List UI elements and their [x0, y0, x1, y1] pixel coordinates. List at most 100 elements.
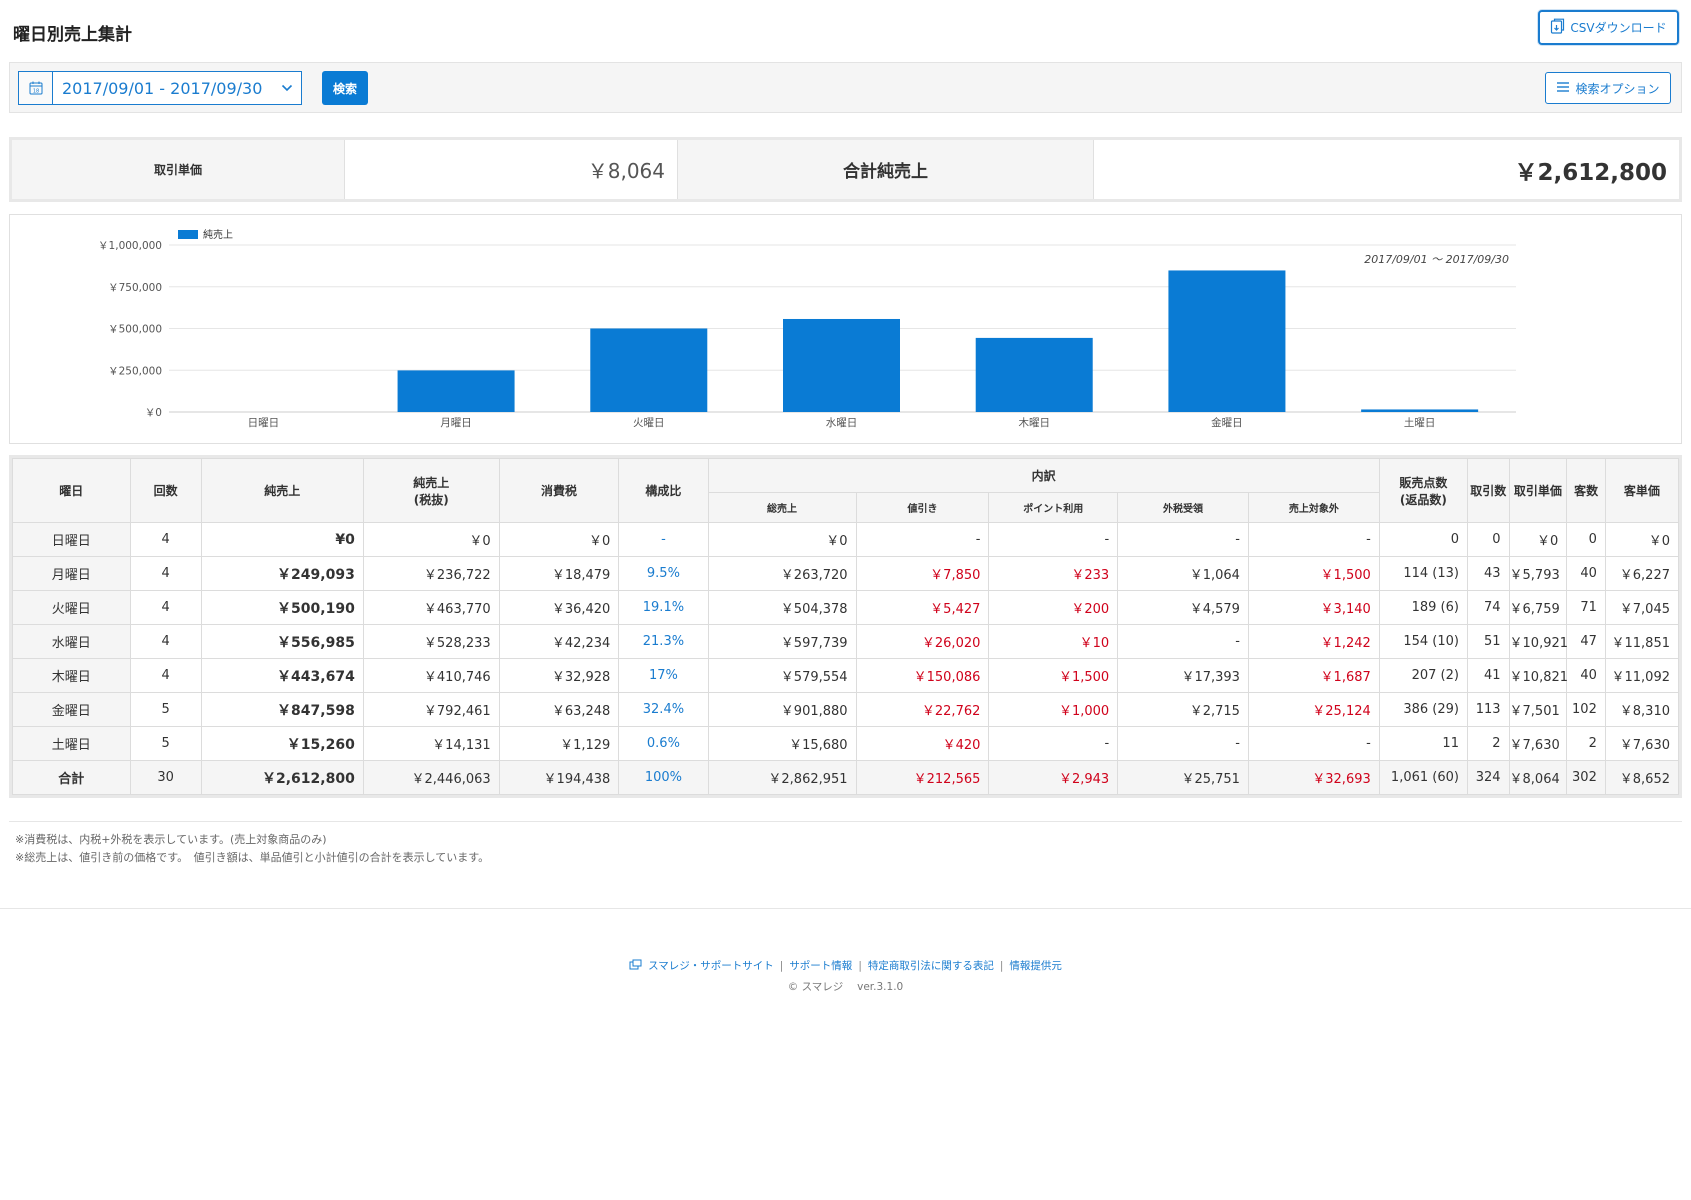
tx-price-cell: ￥8,064 — [1508, 760, 1568, 795]
excluded-cell: ￥1,500 — [1247, 556, 1380, 591]
excluded-cell: - — [1247, 522, 1380, 557]
note-gross: ※総売上は、値引き前の価格です。 値引き額は、単品値引と小計値引の合計を表示して… — [15, 851, 490, 864]
net-ex-tax-cell: ￥463,770 — [362, 590, 500, 625]
footer-separator: | — [999, 959, 1004, 972]
tax-cell: ￥42,234 — [498, 624, 620, 659]
outer-tax-cell: ￥2,715 — [1117, 692, 1249, 727]
tx-price-cell: ￥0 — [1508, 522, 1568, 557]
items-cell: 1,061 (60) — [1378, 760, 1468, 795]
tax-cell: ￥1,129 — [498, 726, 620, 761]
total-net-sales-value: ￥2,612,800 — [1514, 159, 1668, 186]
table-total-row: 合計 30 ￥2,612,800 ￥2,446,063 ￥194,438 100% ￥2,8… — [12, 760, 1680, 795]
table-row: 土曜日 5 ￥15,260 ￥14,131 ￥1,129 0.6% ￥15,680 ￥420-… — [12, 726, 1680, 761]
csv-download-label: CSVダウンロード — [1570, 21, 1667, 35]
net-sales-cell: ￥500,190 — [200, 590, 364, 625]
net-sales-cell: ￥15,260 — [200, 726, 364, 761]
header-gross: 総売上 — [707, 492, 857, 523]
points-cell: ￥233 — [988, 556, 1119, 591]
x-tick-label: 金曜日 — [1211, 416, 1243, 429]
divider — [9, 821, 1682, 822]
ratio-cell: - — [618, 522, 709, 557]
header-net-ex-tax-line2: (税抜) — [413, 492, 449, 507]
footer-links: スマレジ・サポートサイト | サポート情報 | 特定商取引法に関する表記 | 情… — [0, 958, 1691, 973]
table-body: 日曜日 4 ¥0 ￥0 ￥0- ￥0- - - -0 0 ￥0 0 ￥0 月曜日 4 ￥249,093 ￥236… — [12, 522, 1680, 795]
tx-count-cell: 41 — [1466, 658, 1510, 693]
net-sales-cell: ¥0 — [200, 522, 364, 557]
tx-count-cell: 0 — [1466, 522, 1510, 557]
excluded-cell: ￥25,124 — [1247, 692, 1380, 727]
menu-icon — [1556, 81, 1570, 96]
footer-link-legal[interactable]: 特定商取引法に関する表記 — [867, 960, 994, 972]
net-sales-cell: ￥249,093 — [200, 556, 364, 591]
ratio-cell: 9.5% — [618, 556, 709, 591]
tax-cell: ￥63,248 — [498, 692, 620, 727]
count-cell: 5 — [129, 726, 202, 761]
gross-cell: ￥2,862,951 — [707, 760, 857, 795]
chevron-down-icon — [273, 84, 301, 92]
footer-copyright: © スマレジ ver.3.1.0 — [787, 981, 904, 993]
footer-link-provider[interactable]: 情報提供元 — [1009, 960, 1062, 972]
items-cell: 11 — [1378, 726, 1468, 761]
tx-count-cell: 74 — [1466, 590, 1510, 625]
customers-cell: 40 — [1566, 556, 1606, 591]
tx-price-cell: ￥6,759 — [1508, 590, 1568, 625]
gross-cell: ￥0 — [707, 522, 857, 557]
tx-price-cell: ￥10,821 — [1508, 658, 1568, 693]
summary-panel: 取引単価 ￥8,064 合計純売上 ￥2,612,800 — [9, 137, 1682, 202]
ratio-cell: 17% — [618, 658, 709, 693]
table-row: 火曜日 4 ￥500,190 ￥463,770 ￥36,420 19.1% ￥504,378… — [12, 590, 1680, 625]
search-button[interactable]: 検索 — [322, 71, 368, 105]
y-tick-label: ￥1,000,000 — [98, 240, 162, 252]
ratio-cell: 19.1% — [618, 590, 709, 625]
excluded-cell: ￥3,140 — [1247, 590, 1380, 625]
outer-tax-cell: ￥17,393 — [1117, 658, 1249, 693]
csv-download-button[interactable]: CSVダウンロード — [1538, 10, 1679, 45]
net-ex-tax-cell: ￥236,722 — [362, 556, 500, 591]
discount-cell: - — [855, 522, 990, 557]
header-items-line2: (返品数) — [1399, 492, 1447, 507]
tx-count-cell: 113 — [1466, 692, 1510, 727]
x-tick-label: 日曜日 — [248, 417, 280, 429]
header-items: 販売点数 (返品数) — [1378, 458, 1468, 523]
count-cell: 4 — [129, 658, 202, 693]
y-tick-label: ￥250,000 — [108, 365, 162, 377]
footer: スマレジ・サポートサイト | サポート情報 | 特定商取引法に関する表記 | 情… — [0, 958, 1691, 994]
discount-cell: ￥7,850 — [855, 556, 990, 591]
items-cell: 154 (10) — [1378, 624, 1468, 659]
tax-cell: ￥18,479 — [498, 556, 620, 591]
footer-link-support-site[interactable]: スマレジ・サポートサイト — [648, 960, 774, 972]
footer-link-support-info[interactable]: サポート情報 — [789, 960, 853, 972]
search-options-button[interactable]: 検索オプション — [1545, 72, 1671, 104]
sales-table-wrapper: 曜日 回数 純売上 純売上 (税抜) 消費税 構成比 内訳 販売点数 (返品数) 取… — [9, 455, 1682, 798]
discount-cell: ￥26,020 — [855, 624, 990, 659]
excluded-cell: ￥1,687 — [1247, 658, 1380, 693]
x-tick-label: 木曜日 — [1018, 417, 1050, 429]
day-cell: 日曜日 — [12, 522, 131, 557]
items-cell: 0 — [1378, 522, 1468, 557]
tx-count-cell: 2 — [1466, 726, 1510, 761]
header-customers: 客数 — [1566, 458, 1606, 523]
net-ex-tax-cell: ￥14,131 — [362, 726, 500, 761]
svg-text:18: 18 — [32, 89, 38, 95]
count-cell: 4 — [129, 556, 202, 591]
items-cell: 114 (13) — [1378, 556, 1468, 591]
header-count: 回数 — [129, 458, 202, 523]
bar-chart: ￥0 ￥250,000 ￥500,000 ￥750,000 ￥1,000,000 日曜日 月… — [98, 228, 1516, 429]
date-range-picker[interactable]: 18 2017/09/01 - 2017/09/30 — [18, 71, 302, 105]
header-discount: 値引き — [855, 492, 990, 523]
y-tick-label: ￥750,000 — [108, 282, 162, 294]
customers-cell: 2 — [1566, 726, 1606, 761]
legend-swatch — [178, 230, 198, 239]
ratio-cell: 21.3% — [618, 624, 709, 659]
customer-price-cell: ￥6,227 — [1604, 556, 1680, 591]
page-title: 曜日別売上集計 — [13, 25, 132, 45]
y-tick-label: ￥500,000 — [108, 324, 162, 336]
outer-tax-cell: - — [1117, 624, 1249, 659]
net-sales-cell: ￥847,598 — [200, 692, 364, 727]
ratio-cell: 100% — [618, 760, 709, 795]
header-tx-count: 取引数 — [1466, 458, 1510, 523]
header-day: 曜日 — [12, 458, 131, 523]
points-cell: - — [988, 522, 1119, 557]
net-sales-cell: ￥556,985 — [200, 624, 364, 659]
header-outer-tax: 外税受領 — [1117, 492, 1249, 523]
